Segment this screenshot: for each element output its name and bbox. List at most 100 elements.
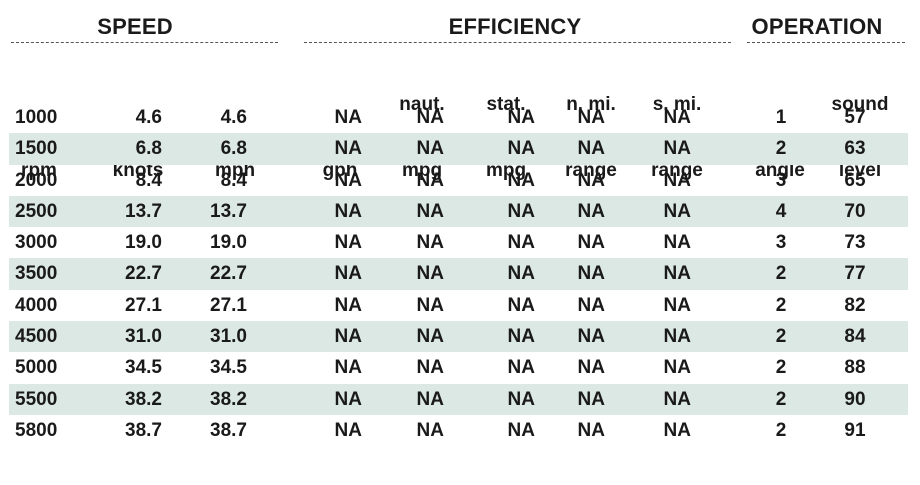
s-mi-range-cell: NA — [663, 294, 691, 316]
table-row: 4000 27.1 27.1 NA NA NA NA NA 2 82 — [9, 290, 908, 321]
mph-cell: 38.2 — [210, 388, 247, 410]
angle-cell: 1 — [775, 107, 787, 128]
efficiency-group-title: EFFICIENCY — [448, 14, 582, 39]
mph-cell: 4.6 — [220, 107, 247, 128]
naut-mpg-cell: NA — [416, 169, 444, 191]
stat-mpg-cell: NA — [507, 357, 535, 379]
n-mi-range-cell: NA — [577, 326, 605, 348]
table-row: 1500 6.8 6.8 NA NA NA NA NA 2 63 — [9, 133, 908, 165]
table-row: 5000 34.5 34.5 NA NA NA NA NA 2 88 — [9, 352, 908, 383]
stat-mpg-cell: NA — [507, 138, 535, 160]
column-header-gph: gph — [312, 50, 368, 204]
rpm-cell: 3500 — [15, 263, 58, 285]
table-row: 1000 4.6 4.6 NA NA NA NA NA 1 57 — [9, 102, 908, 133]
gph-cell: NA — [334, 419, 362, 441]
mph-cell: 8.4 — [220, 169, 247, 191]
n-mi-range-cell: NA — [577, 294, 605, 316]
sound-level-cell: 88 — [844, 357, 866, 379]
rpm-cell: 3000 — [15, 232, 58, 254]
column-header-line1: sound — [831, 94, 889, 115]
s-mi-range-cell: NA — [663, 388, 691, 410]
knots-cell: 38.7 — [125, 419, 162, 441]
stat-mpg-cell: NA — [507, 294, 535, 316]
column-header-line1: naut. — [399, 94, 445, 115]
stat-mpg-cell: NA — [507, 107, 535, 128]
angle-cell: 2 — [775, 388, 787, 410]
angle-cell: 2 — [775, 294, 787, 316]
n-mi-range-cell: NA — [577, 388, 605, 410]
operation-group-rule — [747, 42, 905, 43]
column-header-rpm: rpm — [11, 50, 67, 204]
rpm-cell: 1000 — [15, 107, 58, 128]
n-mi-range-cell: NA — [577, 263, 605, 285]
mph-cell: 27.1 — [210, 294, 247, 316]
s-mi-range-cell: NA — [663, 357, 691, 379]
gph-cell: NA — [334, 107, 362, 128]
naut-mpg-cell: NA — [416, 107, 444, 128]
s-mi-range-cell: NA — [663, 200, 691, 222]
gph-cell: NA — [334, 263, 362, 285]
column-header-naut-mpg: naut. mpg — [390, 50, 454, 204]
knots-cell: 19.0 — [125, 232, 162, 254]
sound-level-cell: 82 — [844, 294, 866, 316]
knots-cell: 6.8 — [135, 138, 162, 160]
knots-cell: 8.4 — [135, 169, 162, 191]
mph-cell: 6.8 — [220, 138, 247, 160]
gph-cell: NA — [334, 138, 362, 160]
stat-mpg-cell: NA — [507, 263, 535, 285]
stat-mpg-cell: NA — [507, 388, 535, 410]
angle-cell: 3 — [775, 169, 787, 191]
knots-cell: 4.6 — [135, 107, 162, 128]
table-row: 3000 19.0 19.0 NA NA NA NA NA 3 73 — [9, 227, 908, 258]
knots-cell: 38.2 — [125, 388, 162, 410]
angle-cell: 2 — [775, 357, 787, 379]
rpm-cell: 2000 — [15, 169, 58, 191]
column-header-line1: n. mi. — [566, 94, 616, 115]
table-row: 2000 8.4 8.4 NA NA NA NA NA 3 65 — [9, 165, 908, 196]
s-mi-range-cell: NA — [663, 419, 691, 441]
stat-mpg-cell: NA — [507, 232, 535, 254]
rpm-cell: 2500 — [15, 200, 58, 222]
knots-cell: 22.7 — [125, 263, 162, 285]
sound-level-cell: 90 — [844, 388, 866, 410]
column-header-mph: mph — [203, 50, 267, 204]
s-mi-range-cell: NA — [663, 326, 691, 348]
column-header-line1: stat. — [486, 94, 526, 115]
mph-cell: 38.7 — [210, 419, 247, 441]
speed-group-title: SPEED — [97, 14, 173, 39]
column-header-line2: range — [651, 160, 703, 181]
stat-mpg-cell: NA — [507, 326, 535, 348]
column-header-line2: mph — [214, 160, 256, 181]
rpm-cell: 5500 — [15, 388, 58, 410]
mph-cell: 31.0 — [210, 326, 247, 348]
operation-group-title: OPERATION — [751, 14, 883, 39]
column-header-line2: level — [838, 160, 882, 181]
table-row: 4500 31.0 31.0 NA NA NA NA NA 2 84 — [9, 321, 908, 353]
angle-cell: 2 — [775, 419, 787, 441]
column-header-line2: mpg — [401, 160, 443, 181]
rpm-cell: 5000 — [15, 357, 58, 379]
column-header-knots: knots — [102, 50, 174, 204]
sound-level-cell: 84 — [844, 326, 866, 348]
n-mi-range-cell: NA — [577, 419, 605, 441]
angle-cell: 4 — [775, 200, 787, 222]
s-mi-range-cell: NA — [663, 107, 691, 128]
column-header-line2: mpg — [485, 160, 527, 181]
column-header-line2: rpm — [21, 160, 57, 181]
naut-mpg-cell: NA — [416, 294, 444, 316]
sound-level-cell: 91 — [844, 419, 866, 441]
gph-cell: NA — [334, 294, 362, 316]
column-header-stat-mpg: stat. mpg — [474, 50, 538, 204]
gph-cell: NA — [334, 200, 362, 222]
knots-cell: 34.5 — [125, 357, 162, 379]
naut-mpg-cell: NA — [416, 138, 444, 160]
naut-mpg-cell: NA — [416, 326, 444, 348]
knots-cell: 13.7 — [125, 200, 162, 222]
mph-cell: 19.0 — [210, 232, 247, 254]
naut-mpg-cell: NA — [416, 357, 444, 379]
column-header-n-mi-range: n. mi. range — [553, 50, 629, 204]
table-row: 2500 13.7 13.7 NA NA NA NA NA 4 70 — [9, 195, 908, 228]
mph-cell: 22.7 — [210, 263, 247, 285]
s-mi-range-cell: NA — [663, 263, 691, 285]
rpm-cell: 5800 — [15, 419, 58, 441]
